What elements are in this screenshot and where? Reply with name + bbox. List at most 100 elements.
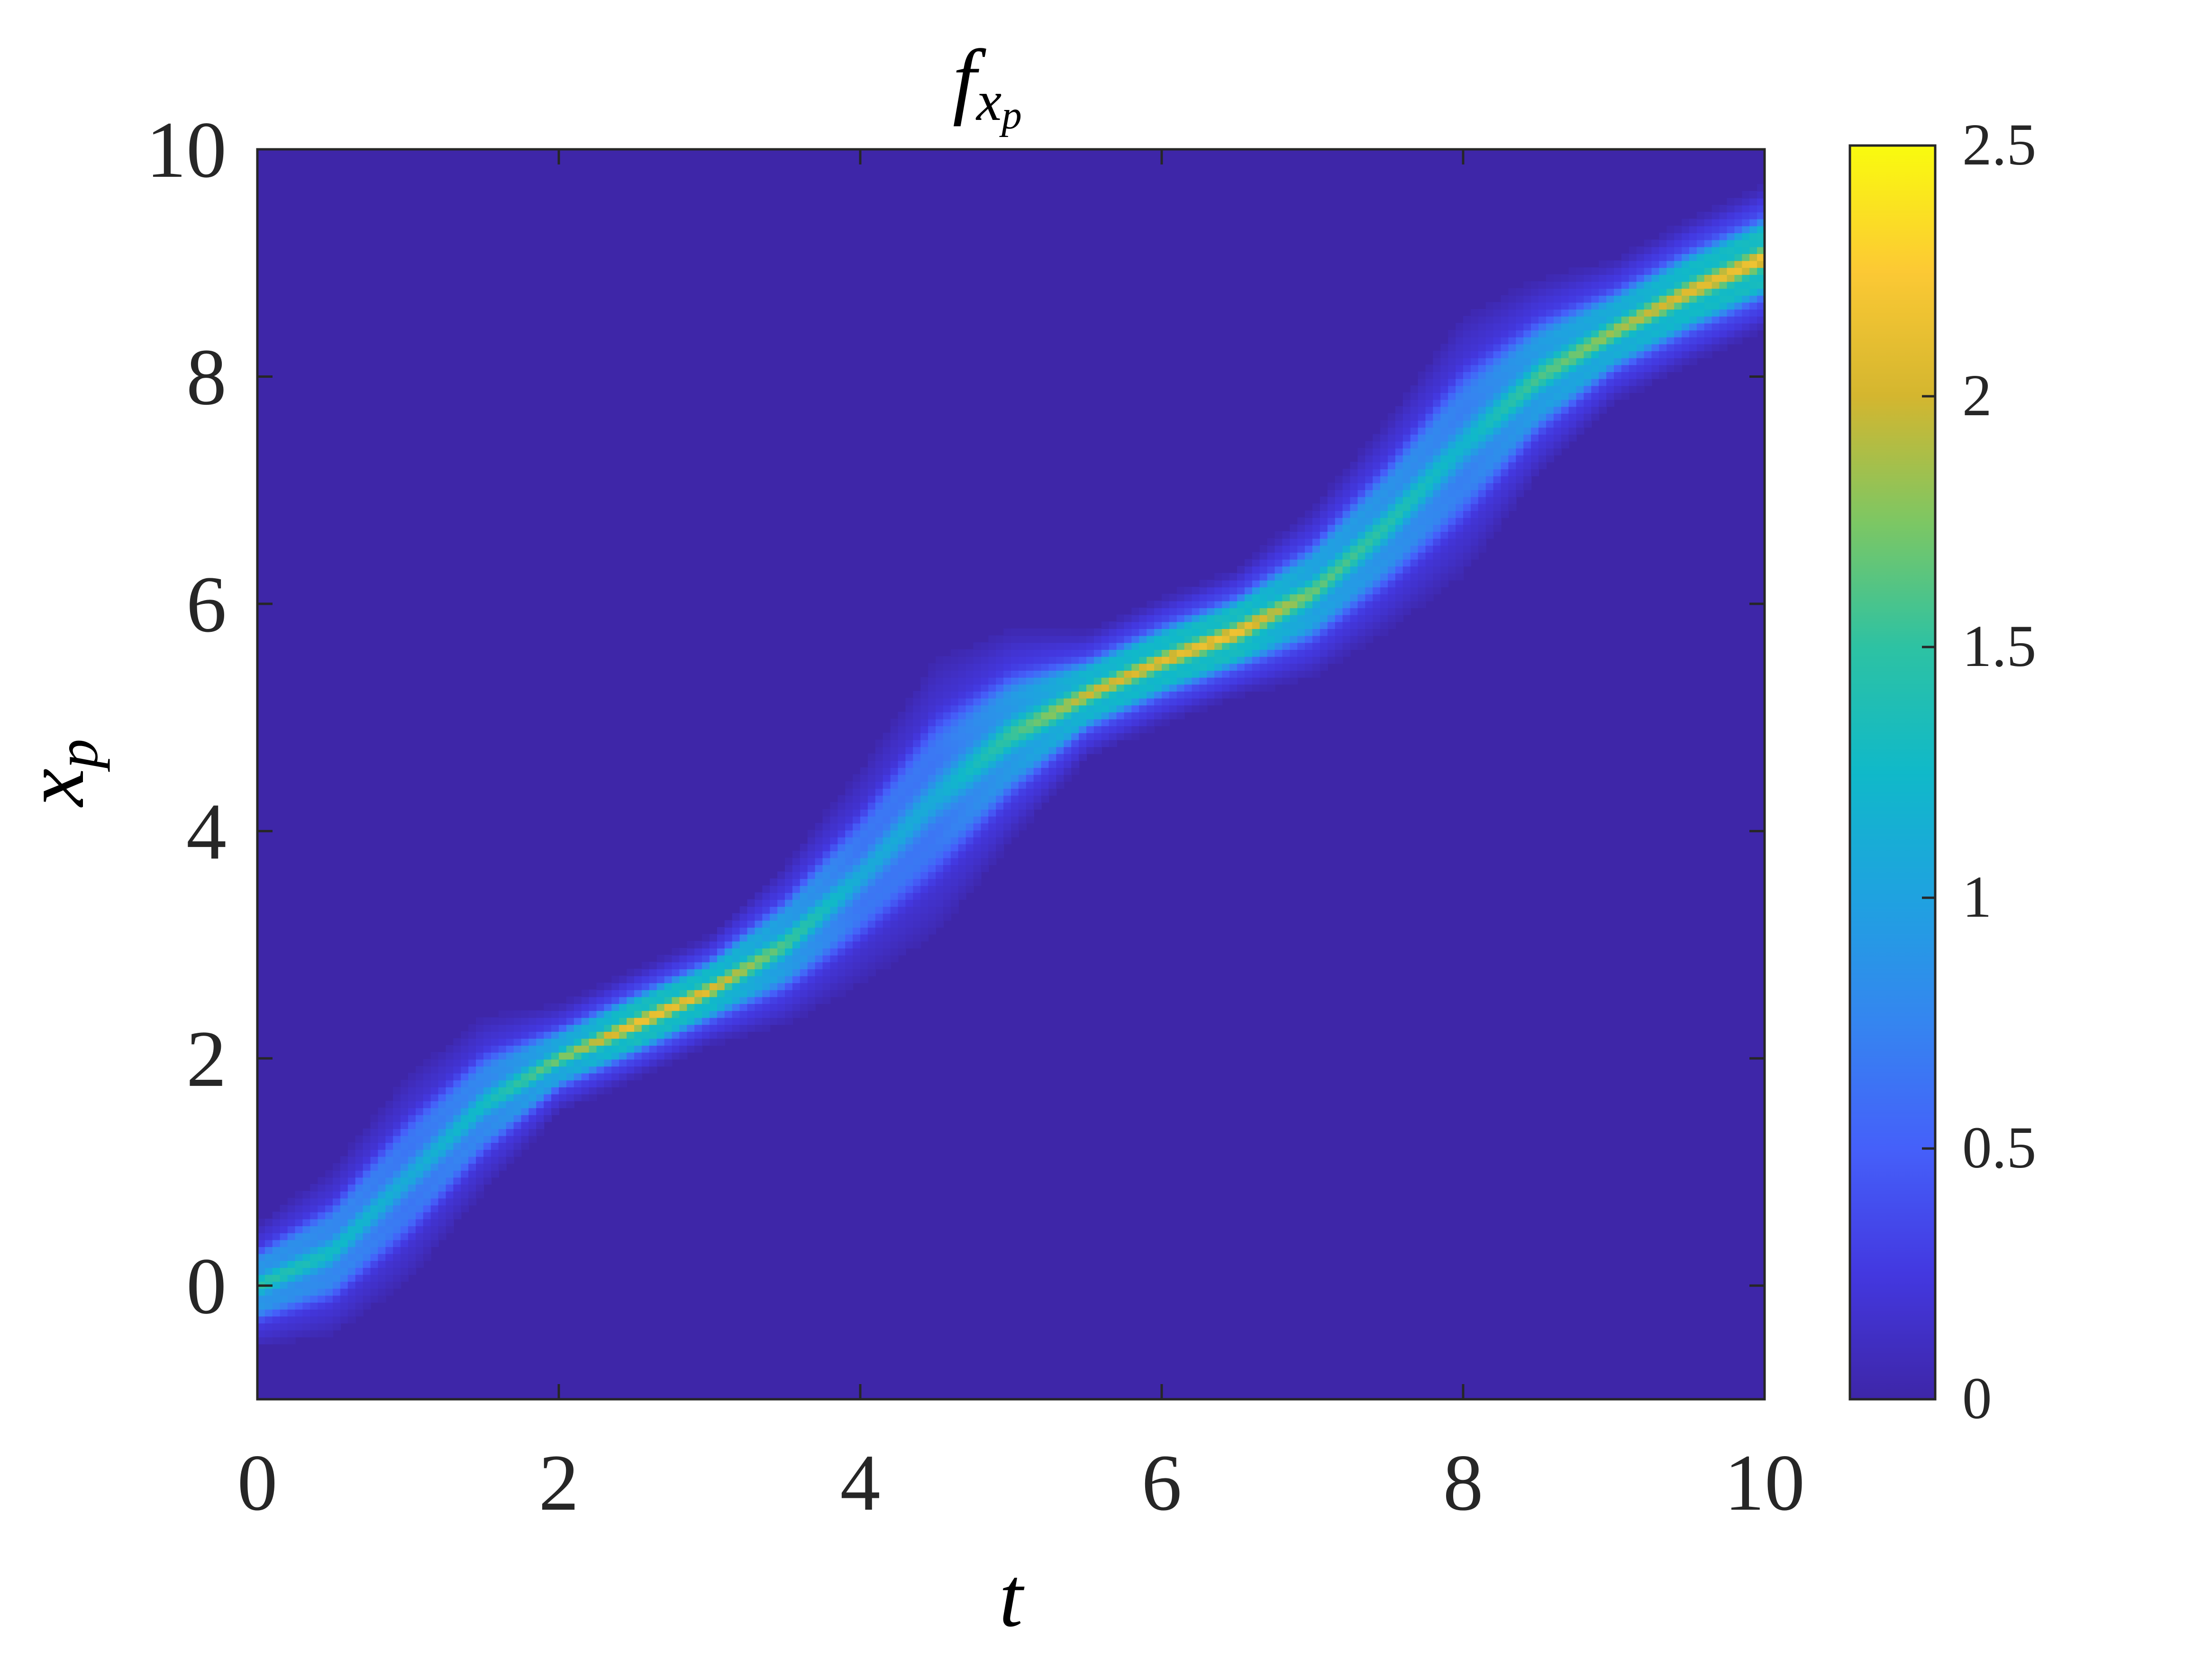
heatmap-cell [1109, 621, 1117, 629]
heatmap-cell [1410, 475, 1419, 483]
heatmap-cell [1131, 621, 1140, 629]
heatmap-cell [1033, 642, 1042, 650]
heatmap-cell [1711, 309, 1720, 317]
heatmap-cell [1079, 705, 1087, 712]
heatmap-cell [1711, 246, 1720, 254]
heatmap-cell [1244, 677, 1253, 685]
heatmap-cell [1169, 628, 1177, 636]
heatmap-cell [476, 1191, 484, 1199]
heatmap-cell [883, 948, 891, 956]
heatmap-cell [702, 962, 710, 969]
heatmap-cell [1599, 378, 1607, 386]
heatmap-cell [958, 864, 966, 872]
heatmap-cell [807, 955, 816, 963]
heatmap-cell [1011, 642, 1020, 650]
heatmap-cell [845, 906, 854, 914]
x-tick-label: 0 [237, 1438, 278, 1527]
heatmap-cell [905, 767, 914, 775]
heatmap-cell [1229, 593, 1238, 602]
heatmap-cell [1493, 365, 1502, 372]
heatmap-cell [513, 1066, 522, 1074]
heatmap-cell [1176, 587, 1185, 594]
heatmap-cell [1704, 309, 1712, 317]
heatmap-cell [1478, 392, 1486, 400]
heatmap-cell [860, 906, 869, 914]
heatmap-cell [446, 1156, 454, 1164]
heatmap-cell [1576, 365, 1584, 372]
heatmap-cell [1048, 635, 1057, 643]
heatmap-cell [988, 635, 997, 643]
heatmap-cell [1704, 281, 1712, 289]
heatmap-cell [936, 844, 944, 851]
heatmap-cell [845, 823, 854, 830]
heatmap-cell [1139, 684, 1147, 692]
heatmap-cell [1109, 711, 1117, 720]
heatmap-cell [1244, 663, 1253, 671]
heatmap-cell [860, 920, 869, 928]
heatmap-cell [837, 962, 846, 969]
heatmap-cell [996, 774, 1004, 782]
heatmap-cell [641, 975, 650, 984]
heatmap-cell [1199, 663, 1208, 671]
heatmap-cell [1305, 621, 1313, 629]
heatmap-cell [1561, 378, 1569, 386]
heatmap-cell [1131, 691, 1140, 699]
heatmap-cell [318, 1316, 326, 1324]
heatmap-cell [973, 878, 982, 886]
heatmap-cell [845, 802, 854, 810]
heatmap-cell [1410, 573, 1419, 581]
heatmap-cell [1342, 510, 1351, 518]
heatmap-cell [491, 1101, 499, 1108]
heatmap-cell [1259, 635, 1268, 643]
heatmap-cell [1682, 267, 1690, 275]
heatmap-cell [860, 823, 869, 830]
heatmap-cell [1312, 566, 1321, 574]
heatmap-cell [1418, 447, 1426, 456]
heatmap-cell [747, 1003, 756, 1011]
heatmap-cell [1373, 587, 1381, 594]
heatmap-cell [1418, 371, 1426, 379]
heatmap-cell [581, 1080, 590, 1087]
heatmap-cell [1388, 607, 1396, 615]
heatmap-cell [430, 1142, 439, 1150]
heatmap-cell [1591, 281, 1600, 289]
heatmap-cell [1410, 601, 1419, 609]
heatmap-cell [1162, 670, 1170, 678]
heatmap-cell [943, 670, 951, 678]
heatmap-cell [1373, 559, 1381, 567]
heatmap-cell [1214, 593, 1223, 602]
heatmap-cell [453, 1142, 462, 1150]
heatmap-cell [1131, 670, 1140, 678]
heatmap-cell [943, 767, 951, 775]
heatmap-cell [1538, 344, 1547, 351]
heatmap-cell [401, 1177, 409, 1185]
heatmap-cell [333, 1198, 341, 1206]
heatmap-cell [1101, 649, 1110, 657]
heatmap-cell [295, 1225, 303, 1233]
heatmap-cell [1388, 510, 1396, 518]
heatmap-cell [476, 1038, 484, 1046]
heatmap-cell [958, 670, 966, 678]
heatmap-cell [1056, 753, 1065, 761]
heatmap-cell [724, 955, 733, 963]
heatmap-cell [777, 871, 786, 879]
heatmap-cell [1576, 316, 1584, 324]
heatmap-cell [280, 1246, 288, 1254]
heatmap-cell [1538, 365, 1547, 372]
heatmap-cell [822, 975, 831, 984]
heatmap-cell [401, 1101, 409, 1108]
heatmap-cell [1629, 357, 1637, 365]
heatmap-cell [1727, 239, 1735, 247]
heatmap-cell [385, 1114, 394, 1122]
heatmap-cell [401, 1198, 409, 1206]
heatmap-cell [1742, 316, 1750, 324]
heatmap-cell [589, 1031, 597, 1039]
heatmap-cell [423, 1225, 431, 1233]
heatmap-cell [1742, 198, 1750, 206]
heatmap-cell [1169, 711, 1177, 720]
heatmap-cell [589, 1010, 597, 1018]
heatmap-cell [1599, 260, 1607, 268]
heatmap-cell [807, 850, 816, 858]
heatmap-cell [1267, 642, 1275, 650]
heatmap-cell [1561, 371, 1569, 379]
